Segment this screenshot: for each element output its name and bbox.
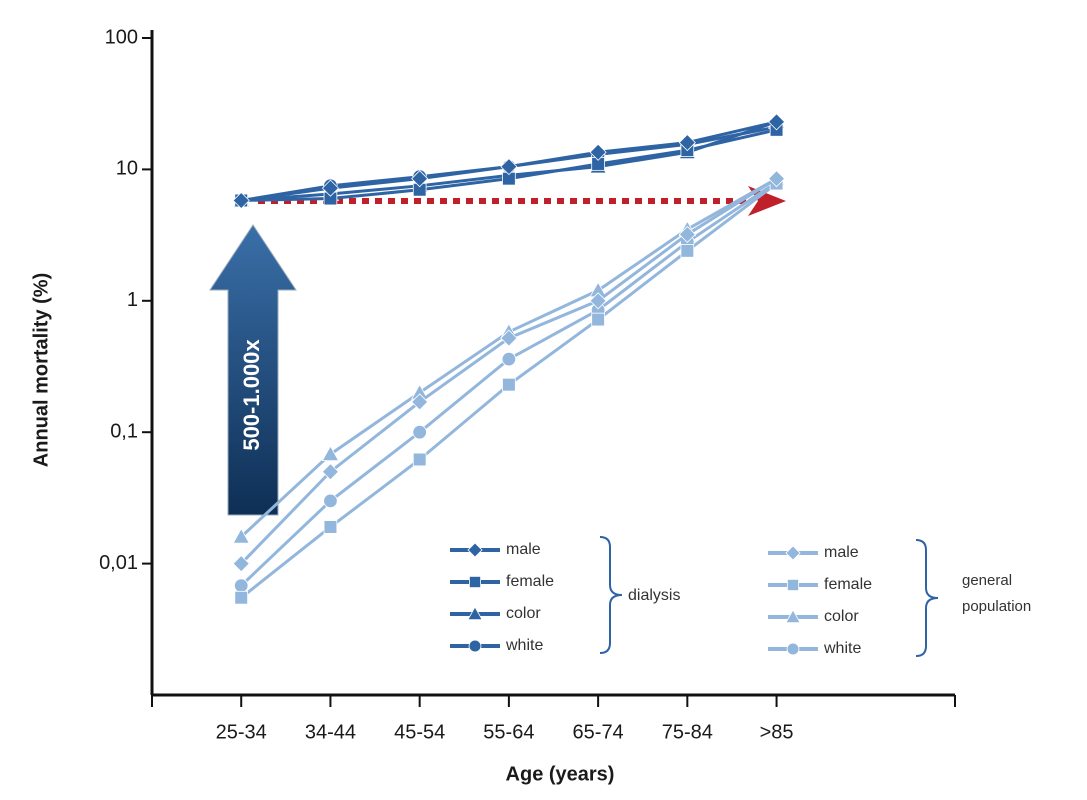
y-tick-label: 1 (127, 289, 138, 311)
x-tick-label: 65-74 (573, 721, 624, 743)
legend-marker (785, 609, 801, 623)
legend-label: male (824, 544, 859, 561)
legend-marker (787, 579, 800, 592)
data-point (411, 170, 429, 188)
data-point (678, 134, 696, 152)
data-point (321, 463, 340, 481)
legend-label: male (506, 541, 541, 558)
data-point (323, 493, 338, 509)
legend-label: female (506, 573, 554, 590)
data-point (680, 244, 695, 258)
y-tick-label: 10 (116, 158, 138, 180)
data-point (412, 452, 427, 467)
legend-label: female (824, 576, 872, 593)
x-tick-label: 25-34 (216, 721, 267, 743)
x-tick-label: 55-64 (483, 721, 534, 743)
legend-brace (599, 536, 623, 654)
data-point (232, 527, 250, 544)
data-point (232, 191, 250, 210)
legend-brace (915, 539, 939, 657)
data-point (321, 179, 340, 197)
y-axis-label: Annual mortality (%) (30, 273, 52, 467)
legend-label: color (506, 605, 541, 622)
x-tick-label: 75-84 (662, 721, 713, 743)
data-point (767, 113, 786, 131)
x-axis-label: Age (years) (506, 763, 615, 785)
legend-group-label: general population (962, 572, 1032, 615)
data-point (323, 520, 338, 534)
data-point (589, 143, 607, 161)
data-point (501, 351, 517, 367)
legend-label: white (823, 640, 861, 657)
legend-group-label: dialysis (628, 587, 680, 604)
legend-marker (786, 642, 800, 656)
y-tick-label: 100 (105, 26, 138, 48)
data-point (678, 225, 696, 243)
data-point (500, 329, 518, 347)
y-tick-label: 0,01 (99, 552, 138, 574)
legend-marker (785, 545, 801, 561)
legend-marker (468, 576, 481, 589)
x-tick-label: >85 (760, 721, 794, 743)
data-point (234, 590, 249, 605)
x-tick-label: 45-54 (394, 721, 445, 743)
data-point (589, 292, 607, 310)
data-point (234, 578, 249, 593)
data-point (232, 555, 250, 573)
legend-marker (467, 542, 483, 558)
legend-marker (467, 606, 483, 620)
data-point (591, 312, 605, 327)
data-point (411, 393, 429, 411)
legend-marker (468, 639, 482, 653)
data-point (767, 170, 786, 188)
data-point (502, 377, 516, 392)
annotation-text: 500-1.000x (239, 339, 264, 451)
data-point (321, 445, 340, 462)
legend-label: white (505, 637, 543, 654)
y-tick-label: 0,1 (110, 420, 138, 442)
annotation-arrow (209, 224, 297, 516)
legend-label: color (824, 608, 859, 625)
data-point (500, 158, 518, 176)
x-tick-label: 34-44 (305, 721, 356, 743)
data-point (412, 425, 427, 440)
